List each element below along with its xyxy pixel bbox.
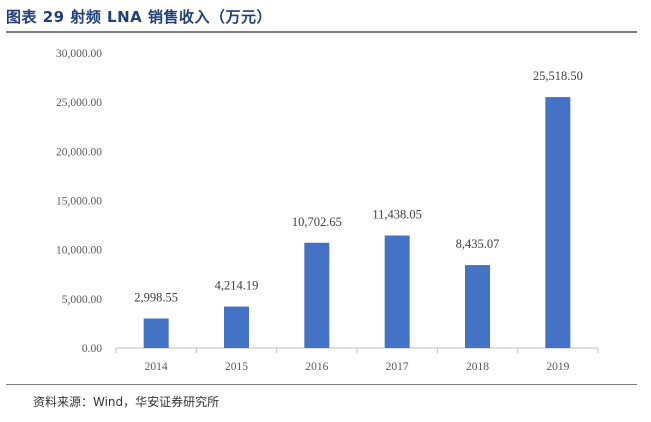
top-rule <box>6 31 637 33</box>
bar-2016 <box>304 242 330 348</box>
x-tick-label: 2018 <box>466 361 489 373</box>
data-label-2014: 2,998.55 <box>134 291 178 305</box>
data-label-2017: 11,438.05 <box>372 208 422 222</box>
chart-title: 图表 29 射频 LNA 销售收入（万元） <box>6 8 272 26</box>
x-tick-label: 2014 <box>145 361 168 373</box>
y-tick-label: 5,000.00 <box>62 294 103 306</box>
x-tick-label: 2015 <box>225 361 248 373</box>
bottom-rule <box>6 384 637 385</box>
data-labels: 2,998.55 4,214.19 10,702.65 11,438.05 8,435.… <box>134 69 583 304</box>
bar-2017 <box>384 235 410 348</box>
y-tick-label: 15,000.00 <box>56 196 102 208</box>
bars <box>143 97 571 348</box>
x-tick-label: 2016 <box>305 361 328 373</box>
data-label-2015: 4,214.19 <box>215 279 259 293</box>
bar-2015 <box>224 306 249 348</box>
x-axis: 2014 2015 2016 2017 2018 2019 <box>115 347 599 373</box>
data-label-2019: 25,518.50 <box>533 69 583 83</box>
y-tick-label: 10,000.00 <box>56 245 102 257</box>
x-tick-label: 2017 <box>386 361 409 373</box>
y-tick-label: 25,000.00 <box>56 97 102 109</box>
y-tick-label: 30,000.00 <box>56 48 102 60</box>
bar-2014 <box>143 318 169 348</box>
data-label-2018: 8,435.07 <box>456 237 500 251</box>
x-tick-label: 2019 <box>546 361 569 373</box>
source-note: 资料来源：Wind，华安证券研究所 <box>33 395 220 409</box>
data-label-2016: 10,702.65 <box>292 215 342 229</box>
y-tick-label: 20,000.00 <box>56 146 102 158</box>
y-tick-label: 0.00 <box>82 343 102 355</box>
bar-2019 <box>545 97 571 348</box>
bar-2018 <box>465 265 490 348</box>
y-axis: 0.00 5,000.00 10,000.00 15,000.00 20,000.00 2… <box>56 48 102 355</box>
